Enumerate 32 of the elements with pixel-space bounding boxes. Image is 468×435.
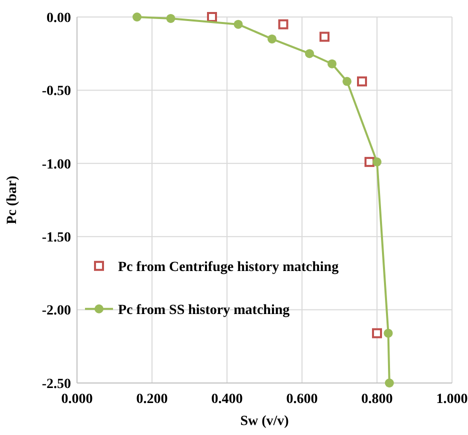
point [384,328,393,338]
y-tick-label: -0.50 [42,84,71,100]
x-tick-label: 1.000 [436,392,468,407]
x-tick-label: 0.600 [286,392,318,407]
point [364,156,374,167]
x-tick-label: 0.200 [136,392,168,407]
point [268,34,276,44]
point [328,59,336,68]
x-axis-title: Sw (v/v) [240,414,290,429]
y-tick-label: -1.00 [42,157,71,172]
y-tick-label: 0.00 [46,10,71,26]
y-axis-title: Pc (bar) [5,175,20,224]
point [372,157,382,166]
x-tick-label: 0.400 [211,392,243,407]
point [207,12,217,22]
point [320,32,330,42]
y-tick-label: -1.50 [42,230,71,246]
point [278,19,288,30]
point [305,49,314,58]
point [132,12,142,22]
y-tick-label: -2.50 [42,376,71,392]
y-tick-label: -2.00 [42,304,71,319]
point [357,76,367,86]
point [342,76,352,86]
x-tick-label: 0.800 [361,392,393,407]
point [372,328,382,338]
point [234,20,243,29]
point [166,14,176,23]
x-tick-label: 0.000 [61,392,93,407]
point [384,378,394,388]
legend-label: Pc from SS history matching [118,302,290,318]
legend-label: Pc from Centrifuge history matching [118,260,339,275]
